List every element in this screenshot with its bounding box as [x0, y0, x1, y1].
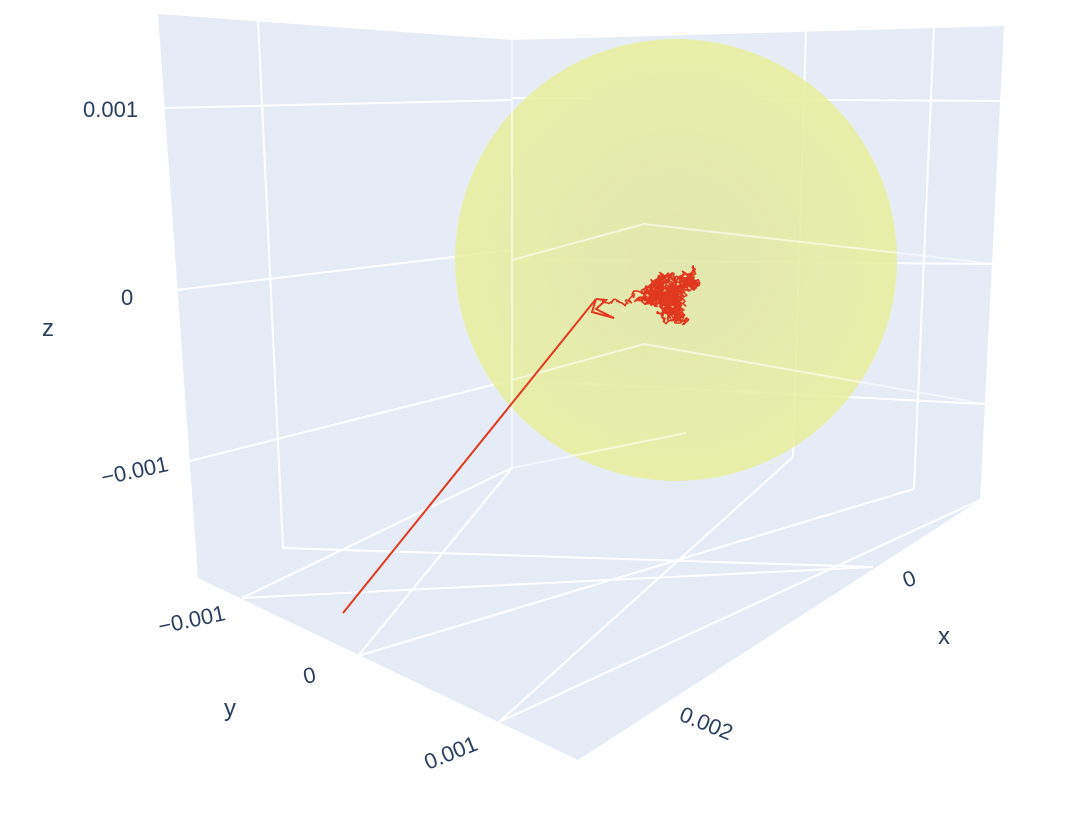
trajectory-kink	[590, 298, 615, 319]
grid-line-floor-y3	[498, 456, 794, 723]
trajectory-random-walk	[601, 265, 701, 326]
axis-title-z: z	[42, 315, 54, 342]
floor-pane	[198, 468, 980, 760]
tick-label-z-0: 0.001	[83, 97, 138, 122]
grid-line-xz-v2	[913, 27, 935, 490]
grid-line-floor-y2	[357, 467, 513, 657]
grid-line-floor-x3	[357, 488, 915, 657]
tick-label-z-2: −0.001	[99, 451, 171, 490]
tick-label-x-0: 0	[899, 565, 919, 593]
back-wall-left	[158, 14, 512, 578]
sphere-surface	[455, 39, 897, 481]
trajectory-initial-segment	[342, 298, 597, 614]
grid-line-z-m0.001	[185, 379, 513, 463]
tick-label-x-1: 0.002	[676, 701, 736, 745]
trajectory-line	[342, 265, 701, 614]
grid-line-floor-y1	[241, 566, 874, 599]
axis-title-x: x	[938, 623, 950, 650]
grid-line-floor-x2	[241, 467, 513, 599]
grid-line-yz-v1	[257, 18, 284, 549]
tick-label-y-2: 0.001	[421, 731, 481, 775]
tick-label-y-0: −0.001	[156, 600, 228, 639]
grid-line-z-0.001	[163, 99, 513, 109]
tick-label-y-1: 0	[301, 662, 318, 689]
grid-line-floor-x4	[498, 499, 981, 723]
sphere-inner-grid	[511, 40, 996, 469]
grid-line-floor-x1	[282, 547, 874, 568]
tick-label-z-1: 0	[121, 285, 133, 310]
axis-title-y: y	[224, 695, 236, 722]
